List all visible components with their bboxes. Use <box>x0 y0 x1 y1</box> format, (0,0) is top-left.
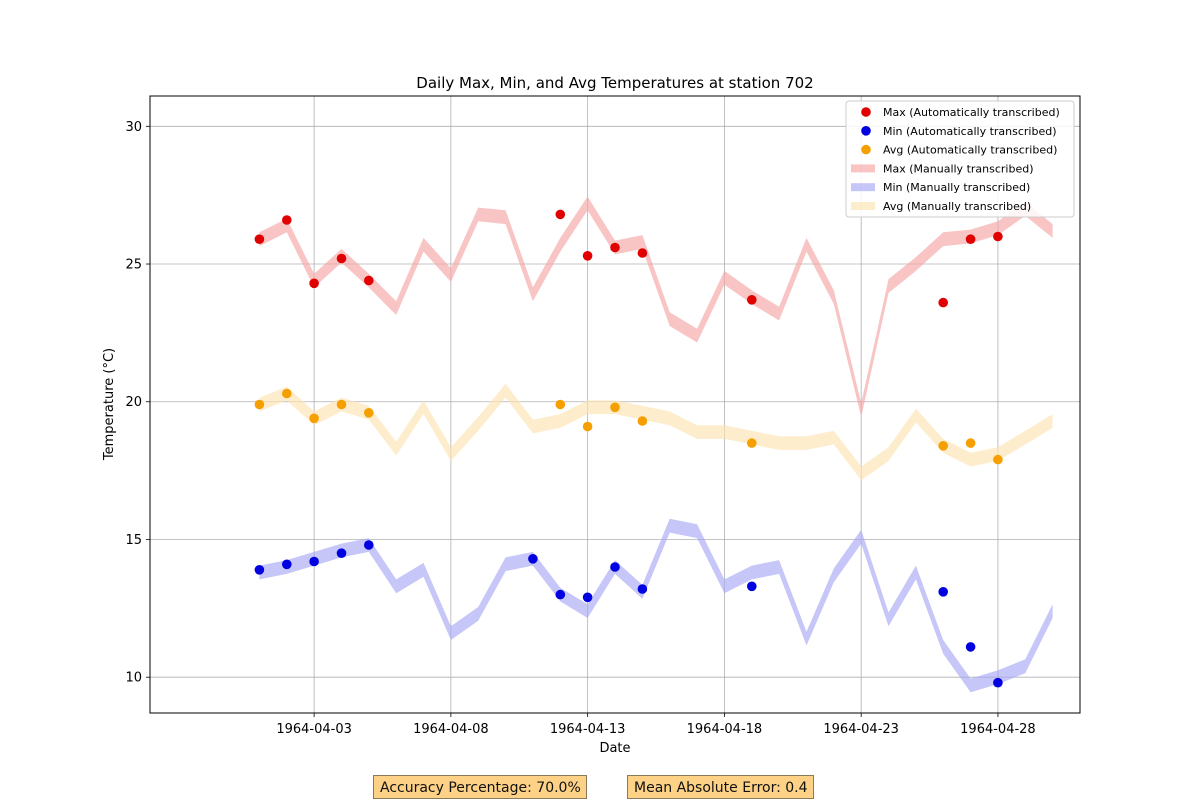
min-auto-point <box>364 540 374 550</box>
avg-auto-point <box>309 413 319 424</box>
max-auto-point <box>254 234 265 244</box>
min-auto-point <box>336 548 347 558</box>
legend-label-avg-manual: Avg (Manually transcribed) <box>883 200 1031 213</box>
y-tick-label: 15 <box>125 533 142 548</box>
max-auto-point <box>747 295 757 305</box>
x-tick-label: 1964-04-18 <box>687 722 763 737</box>
legend-label-max-manual: Max (Manually transcribed) <box>883 162 1034 175</box>
x-tick-label: 1964-04-23 <box>823 722 899 737</box>
max-auto-point <box>555 209 566 220</box>
max-auto-point <box>364 275 374 286</box>
legend-marker-min-auto <box>861 126 871 136</box>
legend: Max (Automatically transcribed) Min (Auto… <box>845 100 1075 218</box>
legend-box <box>845 100 1075 218</box>
avg-auto-point <box>938 441 948 451</box>
legend-marker-avg-auto <box>861 144 871 155</box>
min-auto-point <box>254 565 265 575</box>
y-tick-label: 20 <box>125 395 142 410</box>
x-tick-label: 1964-04-08 <box>413 722 489 737</box>
min-auto-point <box>965 642 976 652</box>
x-tick-label: 1964-04-28 <box>960 722 1036 737</box>
y-tick-label: 10 <box>125 671 142 686</box>
min-auto-point <box>747 581 757 592</box>
accuracy-percentage-box: Accuracy Percentage: 70.0% <box>373 775 587 799</box>
avg-auto-point <box>282 388 292 399</box>
min-auto-point <box>582 592 593 603</box>
avg-auto-point <box>364 408 374 418</box>
avg-manual-band <box>259 383 1053 481</box>
max-auto-point <box>336 253 347 264</box>
min-auto-point <box>309 556 319 567</box>
legend-label-min-auto: Min (Automatically transcribed) <box>883 125 1057 138</box>
legend-swatch-max-manual <box>851 164 875 173</box>
plot-frame <box>149 95 1081 714</box>
min-auto-point <box>555 589 566 600</box>
max-auto-point <box>309 278 319 289</box>
x-axis-label: Date <box>599 741 630 756</box>
max-auto-point <box>637 248 648 258</box>
min-auto-point <box>282 559 292 570</box>
chart-title: Daily Max, Min, and Avg Temperatures at … <box>416 74 813 92</box>
max-manual-band <box>259 196 1053 417</box>
min-auto-point <box>528 554 538 564</box>
legend-label-avg-auto: Avg (Automatically transcribed) <box>883 144 1057 157</box>
y-tick-label: 30 <box>125 120 142 135</box>
min-auto-point <box>993 677 1003 688</box>
avg-auto-point <box>747 438 757 448</box>
max-auto-point <box>993 231 1003 242</box>
legend-label-min-manual: Min (Manually transcribed) <box>883 181 1030 194</box>
max-auto-point <box>610 242 620 253</box>
min-auto-point <box>637 584 648 594</box>
legend-marker-max-auto <box>861 107 871 117</box>
y-tick-label: 25 <box>125 258 142 273</box>
avg-auto-point <box>965 438 976 448</box>
max-auto-point <box>582 251 593 261</box>
legend-label-max-auto: Max (Automatically transcribed) <box>883 106 1060 119</box>
max-auto-point <box>938 297 948 308</box>
avg-auto-point <box>993 454 1003 465</box>
x-tick-label: 1964-04-13 <box>550 722 626 737</box>
legend-swatch-min-manual <box>851 183 875 192</box>
legend-swatch-avg-manual <box>851 202 875 210</box>
y-axis-label: Temperature (°C) <box>102 348 117 461</box>
max-auto-point <box>282 215 292 225</box>
avg-auto-point <box>637 416 648 426</box>
band-layer <box>259 196 1053 693</box>
mean-absolute-error-box: Mean Absolute Error: 0.4 <box>627 775 814 799</box>
avg-auto-point <box>582 421 593 432</box>
x-tick-label: 1964-04-03 <box>276 722 352 737</box>
avg-auto-point <box>336 399 347 410</box>
tick-layer: 1964-04-03 1964-04-08 1964-04-13 1964-04-18… <box>125 120 1035 737</box>
avg-auto-point <box>555 399 566 410</box>
avg-auto-point <box>254 399 265 410</box>
min-auto-point <box>938 587 948 597</box>
max-auto-point <box>965 234 976 244</box>
point-layer <box>254 209 1003 688</box>
min-auto-point <box>610 562 620 572</box>
avg-auto-point <box>610 402 620 413</box>
min-manual-band <box>259 518 1053 693</box>
